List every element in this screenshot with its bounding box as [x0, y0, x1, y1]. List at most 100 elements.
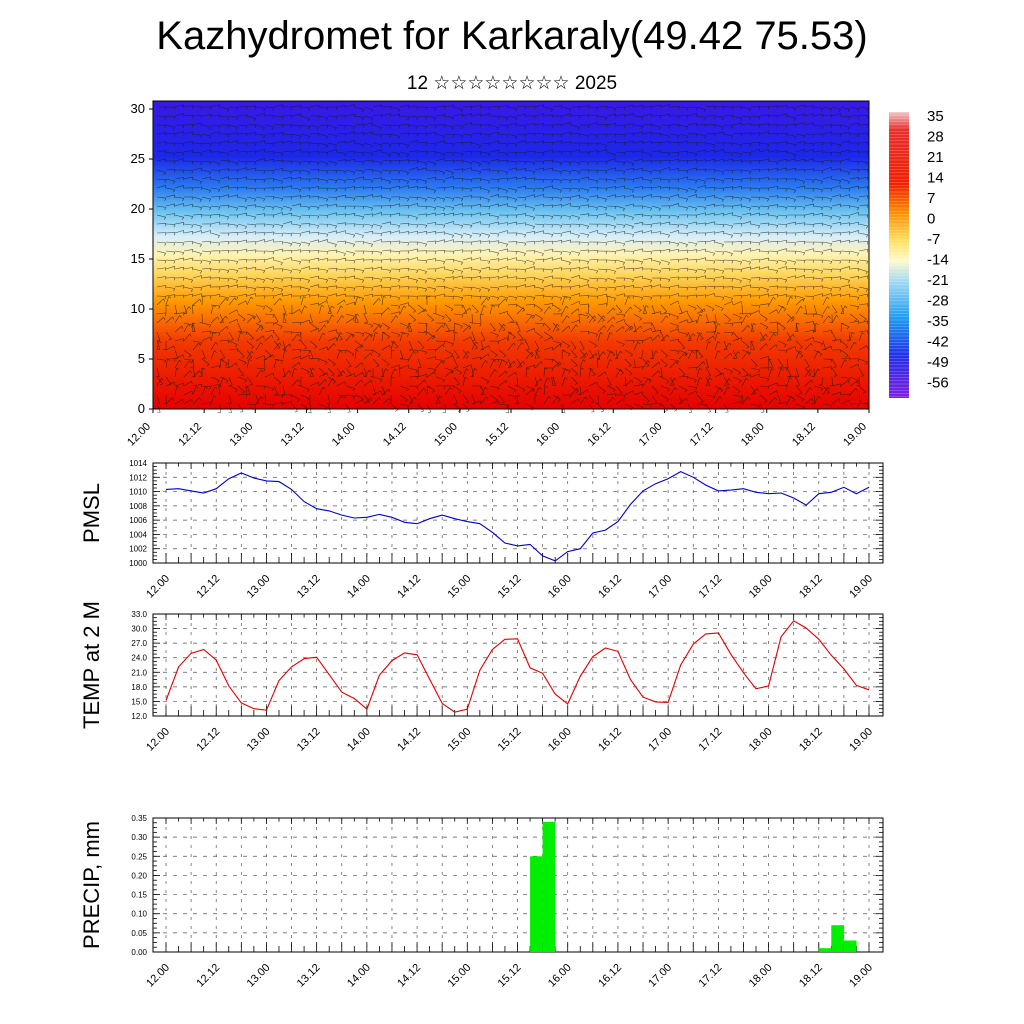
x-tick-label: 17.12: [697, 962, 725, 990]
y-tick-label: 30.0: [131, 625, 147, 634]
colorbar-label: 14: [927, 170, 944, 187]
x-tick-label: 16.00: [534, 421, 562, 449]
pmsl-series-line: [165, 470, 870, 562]
y-tick-label: 15: [131, 251, 145, 266]
colorbar-label: 0: [927, 211, 935, 228]
temperature-field: [153, 101, 869, 409]
x-tick-label: 17.00: [646, 962, 674, 990]
x-tick-label: 19.00: [847, 726, 875, 754]
y-tick-label: 30: [131, 101, 145, 116]
x-tick-label: 17.12: [697, 573, 725, 601]
x-tick-label: 18.00: [747, 726, 775, 754]
x-tick-label: 15.00: [445, 573, 473, 601]
colorbar-label: -14: [927, 252, 949, 269]
y-tick-label: 0.20: [131, 871, 147, 880]
x-tick-label: 17.00: [646, 573, 674, 601]
y-tick-label: 10: [131, 301, 145, 316]
precip-panel: 0.00 0.05 0.10 0.15 0.20 0.25 0.30 0.35 12.00 12.…: [79, 814, 884, 990]
y-tick-label: 27.0: [131, 639, 147, 648]
x-tick-label: 12.00: [144, 962, 172, 990]
wind-barbs: [156, 104, 869, 414]
x-tick-label: 16.12: [596, 726, 624, 754]
x-tick-label: 17.00: [637, 421, 665, 449]
y-axis-label: PMSL: [79, 483, 104, 543]
x-tick-label: 15.00: [445, 962, 473, 990]
precip-bar: [542, 821, 556, 952]
x-tick-label: 13.12: [295, 573, 323, 601]
colorbar-label: -49: [927, 354, 949, 371]
x-tick-label: 12.12: [194, 726, 222, 754]
upper-air-panel: 0 5 10 15 20 25 30 12.00 12.12 13.00 13.12 14.00 14.…: [125, 100, 870, 449]
y-tick-label: 5: [138, 351, 145, 366]
x-tick-label: 15.12: [496, 573, 524, 601]
y-axis-label: PRECIP, mm: [79, 821, 104, 949]
colorbar: 35 28 21 14 7 0 -7 -14 -21 -28 -35 -42 -49 -56: [889, 108, 949, 398]
x-tick-label: 13.12: [295, 726, 323, 754]
x-tick-label: 16.00: [546, 962, 574, 990]
x-tick-label: 16.12: [585, 421, 613, 449]
y-tick-label: 1006: [129, 516, 147, 525]
x-tick-label: 14.00: [345, 962, 373, 990]
x-tick-label: 17.12: [688, 421, 716, 449]
y-tick-label: 1008: [129, 502, 147, 511]
pmsl-panel: 1000 1002 1004 1006 1008 1010 1012 1014 12.00 12.…: [79, 459, 884, 601]
x-tick-label: 15.00: [445, 726, 473, 754]
x-tick-label: 18.12: [797, 962, 825, 990]
y-tick-label: 25: [131, 151, 145, 166]
y-tick-label: 24.0: [131, 654, 147, 663]
x-tick-label: 13.00: [245, 962, 273, 990]
colorbar-label: -56: [927, 375, 949, 392]
x-tick-label: 16.00: [546, 573, 574, 601]
colorbar-label: 7: [927, 190, 935, 207]
y-tick-label: 1014: [129, 459, 147, 468]
y-tick-label: 1012: [129, 473, 147, 482]
y-tick-label: 1000: [129, 559, 147, 568]
precip-bar: [843, 940, 857, 952]
y-tick-label: 0.05: [131, 929, 147, 938]
x-tick-label: 16.12: [596, 573, 624, 601]
x-tick-label: 17.00: [646, 726, 674, 754]
colorbar-label: -7: [927, 231, 940, 248]
y-axis-label: TEMP at 2 M: [79, 601, 104, 729]
x-tick-label: 14.12: [395, 573, 423, 601]
x-tick-label: 13.00: [245, 726, 273, 754]
y-tick-label: 0.10: [131, 910, 147, 919]
x-tick-label: 15.12: [496, 726, 524, 754]
page-subtitle: 12 ☆☆☆☆☆☆☆☆ 2025: [406, 73, 618, 94]
temp-panel: 12.0 15.0 18.0 21.0 24.0 27.0 30.0 33.0 12.00 12.…: [79, 601, 884, 754]
y-tick-label: 0.00: [131, 948, 147, 957]
y-tick-label: 21.0: [131, 668, 147, 677]
x-tick-label: 18.00: [739, 421, 767, 449]
x-tick-label: 17.12: [697, 726, 725, 754]
y-tick-label: 18.0: [131, 683, 147, 692]
precip-bar: [530, 856, 543, 952]
x-tick-label: 12.12: [194, 962, 222, 990]
y-tick-label: 12.0: [131, 712, 147, 721]
x-tick-label: 13.12: [279, 421, 307, 449]
y-tick-label: 0.25: [131, 852, 147, 861]
x-tick-label: 19.00: [841, 421, 869, 449]
x-tick-label: 14.12: [395, 962, 423, 990]
x-tick-label: 12.12: [194, 573, 222, 601]
y-tick-label: 0.30: [131, 833, 147, 842]
precip-bar: [831, 925, 844, 952]
x-tick-label: 14.00: [345, 573, 373, 601]
y-tick-label: 1002: [129, 545, 147, 554]
x-tick-label: 18.12: [797, 726, 825, 754]
colorbar-label: 28: [927, 129, 944, 146]
colorbar-label: -28: [927, 293, 949, 310]
colorbar-label: 21: [927, 149, 944, 166]
x-tick-label: 12.12: [176, 421, 204, 449]
temp-series-line: [165, 620, 870, 713]
y-tick-label: 0: [138, 401, 145, 416]
colorbar-label: -35: [927, 313, 949, 330]
x-tick-label: 13.00: [227, 421, 255, 449]
x-tick-label: 18.00: [747, 573, 775, 601]
colorbar-label: -21: [927, 272, 949, 289]
x-tick-label: 19.00: [847, 573, 875, 601]
x-tick-label: 18.12: [790, 421, 818, 449]
y-tick-label: 33.0: [131, 610, 147, 619]
panel-frame: [152, 817, 884, 953]
x-tick-label: 15.12: [483, 421, 511, 449]
